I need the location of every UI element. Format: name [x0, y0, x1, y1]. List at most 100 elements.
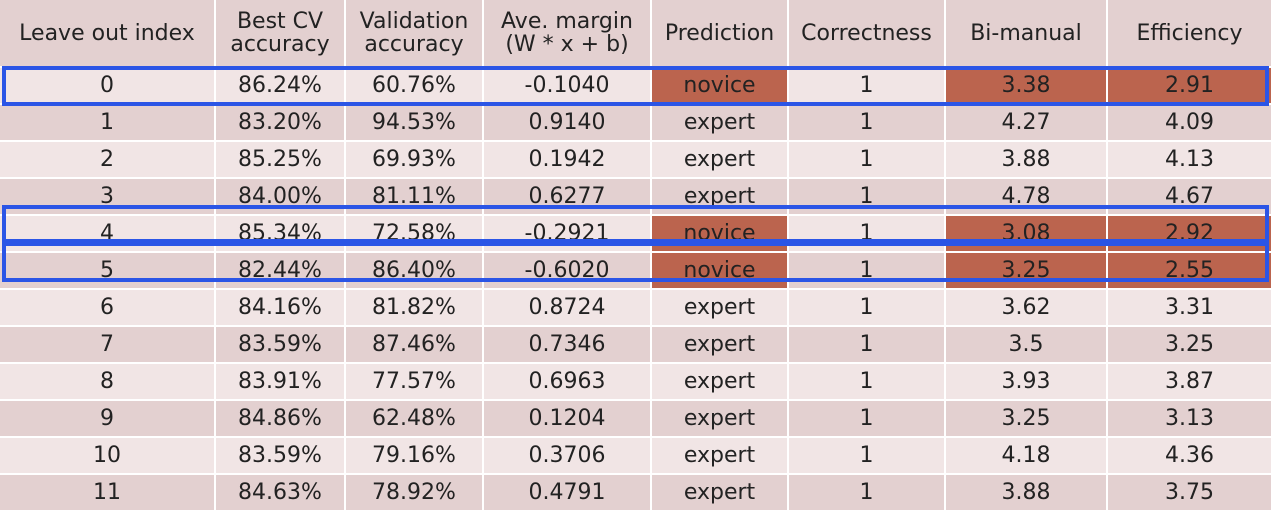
- cell-best-cv: 83.59%: [216, 438, 346, 475]
- cell-best-cv: 82.44%: [216, 253, 346, 290]
- cell-correctness: 1: [789, 179, 946, 216]
- table-row: 6 84.16% 81.82% 0.8724 expert 1 3.62 3.31: [0, 290, 1273, 327]
- cell-best-cv: 83.20%: [216, 105, 346, 142]
- cell-validation: 72.58%: [346, 216, 484, 253]
- table-row: 4 85.34% 72.58% -0.2921 novice 1 3.08 2.92: [0, 216, 1273, 253]
- header-ave-margin: Ave. margin (W * x + b): [484, 0, 652, 68]
- cell-index: 7: [0, 327, 216, 364]
- cell-efficiency: 4.67: [1108, 179, 1273, 216]
- cell-best-cv: 84.86%: [216, 401, 346, 438]
- cell-correctness: 1: [789, 327, 946, 364]
- cell-prediction: expert: [652, 327, 789, 364]
- cell-margin: 0.8724: [484, 290, 652, 327]
- cell-bi-manual: 3.93: [946, 364, 1108, 401]
- table-row: 10 83.59% 79.16% 0.3706 expert 1 4.18 4.36: [0, 438, 1273, 475]
- cell-validation: 69.93%: [346, 142, 484, 179]
- cell-margin: 0.7346: [484, 327, 652, 364]
- cell-margin: 0.9140: [484, 105, 652, 142]
- cell-index: 3: [0, 179, 216, 216]
- cell-prediction: expert: [652, 179, 789, 216]
- cell-margin: 0.1204: [484, 401, 652, 438]
- cell-correctness: 1: [789, 105, 946, 142]
- cell-prediction: novice: [652, 216, 789, 253]
- cell-bi-manual: 3.62: [946, 290, 1108, 327]
- cell-index: 6: [0, 290, 216, 327]
- header-validation-accuracy: Validation accuracy: [346, 0, 484, 68]
- cell-correctness: 1: [789, 364, 946, 401]
- table-row: 9 84.86% 62.48% 0.1204 expert 1 3.25 3.13: [0, 401, 1273, 438]
- cell-validation: 62.48%: [346, 401, 484, 438]
- cell-index: 2: [0, 142, 216, 179]
- header-row: Leave out index Best CV accuracy Validat…: [0, 0, 1273, 68]
- cell-margin: 0.6277: [484, 179, 652, 216]
- cell-prediction: novice: [652, 68, 789, 105]
- table-row: 0 86.24% 60.76% -0.1040 novice 1 3.38 2.91: [0, 68, 1273, 105]
- cell-correctness: 1: [789, 142, 946, 179]
- cell-correctness: 1: [789, 216, 946, 253]
- cell-prediction: expert: [652, 142, 789, 179]
- header-correctness: Correctness: [789, 0, 946, 68]
- cell-efficiency: 4.13: [1108, 142, 1273, 179]
- cell-bi-manual: 3.08: [946, 216, 1108, 253]
- cell-efficiency: 4.09: [1108, 105, 1273, 142]
- cell-validation: 87.46%: [346, 327, 484, 364]
- cell-index: 8: [0, 364, 216, 401]
- cell-margin: -0.1040: [484, 68, 652, 105]
- cell-validation: 94.53%: [346, 105, 484, 142]
- header-efficiency: Efficiency: [1108, 0, 1273, 68]
- cell-correctness: 1: [789, 253, 946, 290]
- cell-index: 10: [0, 438, 216, 475]
- cell-efficiency: 3.13: [1108, 401, 1273, 438]
- cell-bi-manual: 4.78: [946, 179, 1108, 216]
- cell-efficiency: 3.31: [1108, 290, 1273, 327]
- cell-best-cv: 83.59%: [216, 327, 346, 364]
- cell-efficiency: 2.91: [1108, 68, 1273, 105]
- cell-index: 0: [0, 68, 216, 105]
- cell-prediction: expert: [652, 438, 789, 475]
- table-row: 7 83.59% 87.46% 0.7346 expert 1 3.5 3.25: [0, 327, 1273, 364]
- cell-efficiency: 2.55: [1108, 253, 1273, 290]
- cell-margin: -0.2921: [484, 216, 652, 253]
- cell-best-cv: 83.91%: [216, 364, 346, 401]
- cell-prediction: expert: [652, 290, 789, 327]
- cell-bi-manual: 3.88: [946, 142, 1108, 179]
- cell-validation: 81.11%: [346, 179, 484, 216]
- table-row: 5 82.44% 86.40% -0.6020 novice 1 3.25 2.55: [0, 253, 1273, 290]
- cell-correctness: 1: [789, 401, 946, 438]
- cell-best-cv: 84.00%: [216, 179, 346, 216]
- header-best-cv-accuracy: Best CV accuracy: [216, 0, 346, 68]
- cell-best-cv: 85.34%: [216, 216, 346, 253]
- cell-bi-manual: 3.38: [946, 68, 1108, 105]
- header-prediction: Prediction: [652, 0, 789, 68]
- cell-margin: 0.1942: [484, 142, 652, 179]
- cell-margin: -0.6020: [484, 253, 652, 290]
- cell-correctness: 1: [789, 290, 946, 327]
- cell-margin: 0.3706: [484, 438, 652, 475]
- cell-validation: 81.82%: [346, 290, 484, 327]
- table-row: 3 84.00% 81.11% 0.6277 expert 1 4.78 4.67: [0, 179, 1273, 216]
- cell-prediction: expert: [652, 401, 789, 438]
- cell-efficiency: 4.36: [1108, 438, 1273, 475]
- header-bi-manual: Bi-manual: [946, 0, 1108, 68]
- cell-correctness: 1: [789, 438, 946, 475]
- cell-index: 9: [0, 401, 216, 438]
- cell-bi-manual: 3.5: [946, 327, 1108, 364]
- cell-margin: 0.6963: [484, 364, 652, 401]
- cell-validation: 77.57%: [346, 364, 484, 401]
- cell-efficiency: 3.87: [1108, 364, 1273, 401]
- cell-validation: 79.16%: [346, 438, 484, 475]
- header-leave-out-index: Leave out index: [0, 0, 216, 68]
- cell-bi-manual: 4.18: [946, 438, 1108, 475]
- cell-bi-manual: 3.25: [946, 401, 1108, 438]
- table-row: 1 83.20% 94.53% 0.9140 expert 1 4.27 4.09: [0, 105, 1273, 142]
- cell-best-cv: 86.24%: [216, 68, 346, 105]
- cell-bi-manual: 3.25: [946, 253, 1108, 290]
- cell-prediction: expert: [652, 105, 789, 142]
- cell-prediction: expert: [652, 364, 789, 401]
- cell-bi-manual: 4.27: [946, 105, 1108, 142]
- cell-efficiency: 2.92: [1108, 216, 1273, 253]
- cell-best-cv: 84.16%: [216, 290, 346, 327]
- cell-index: 1: [0, 105, 216, 142]
- cell-prediction: novice: [652, 253, 789, 290]
